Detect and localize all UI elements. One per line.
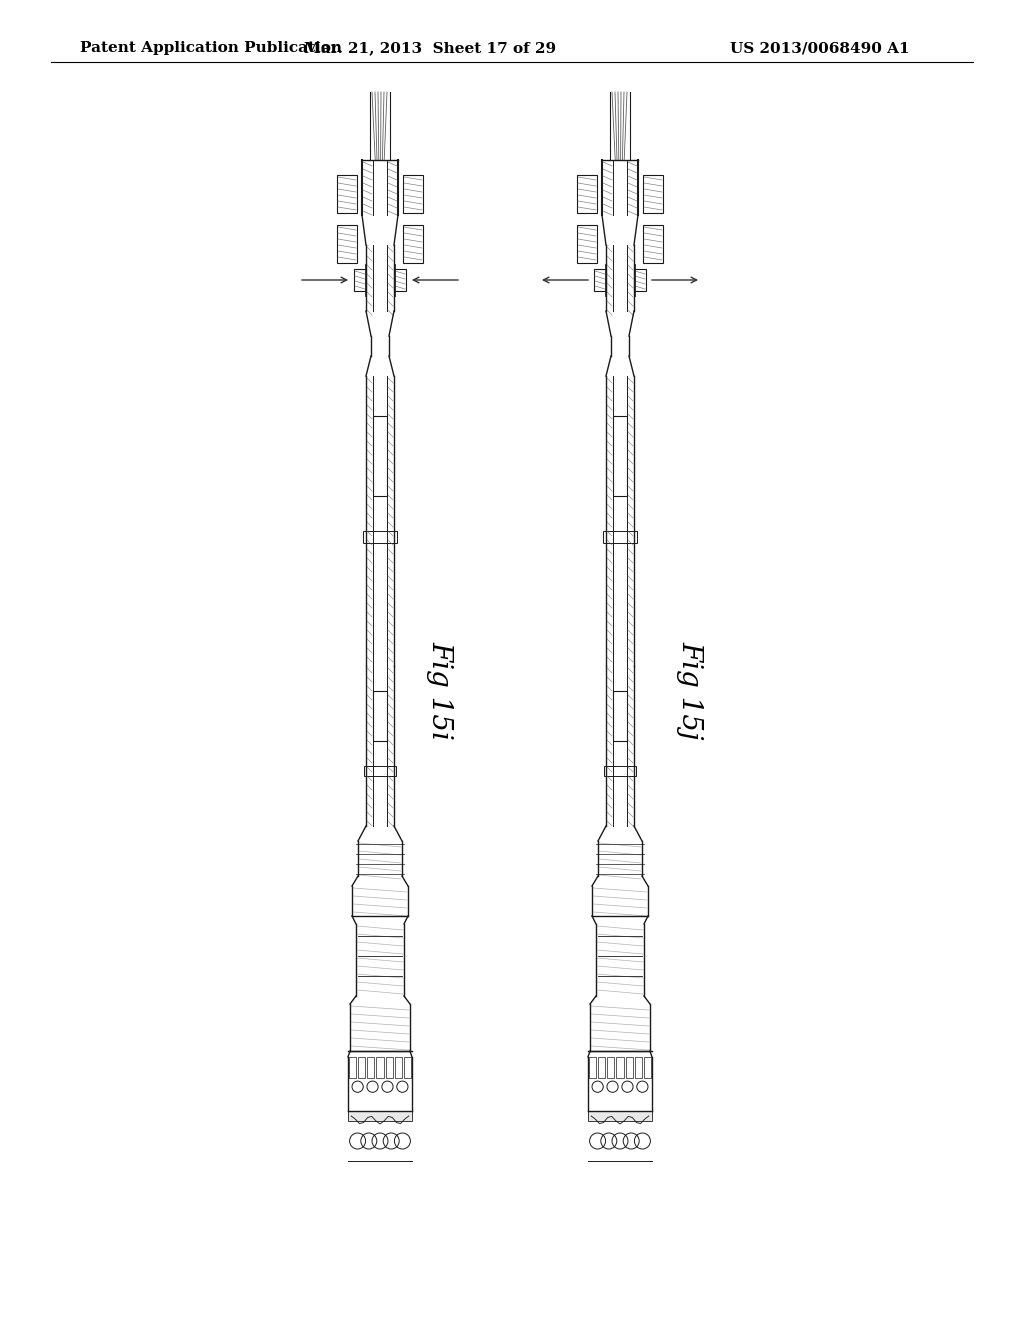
Bar [634, 269, 646, 290]
Bar [403, 224, 423, 263]
Bar [635, 1057, 642, 1078]
Bar [403, 1057, 411, 1078]
Bar [626, 1057, 633, 1078]
Bar [394, 1057, 401, 1078]
Bar [403, 176, 423, 213]
Bar [598, 1057, 605, 1078]
Bar [362, 531, 397, 543]
Bar [358, 1057, 366, 1078]
Bar [373, 416, 387, 496]
Bar [604, 766, 636, 776]
Text: Fig 15i: Fig 15i [427, 640, 454, 739]
Bar [607, 1057, 614, 1078]
Bar [394, 269, 406, 290]
Bar [368, 1057, 375, 1078]
Bar [588, 1111, 652, 1121]
Bar [349, 1057, 356, 1078]
Bar [354, 269, 366, 290]
Bar [577, 224, 597, 263]
Bar [643, 224, 663, 263]
Bar [348, 1111, 412, 1121]
Bar [603, 531, 637, 543]
Bar [577, 176, 597, 213]
Bar [364, 766, 396, 776]
Bar [616, 1057, 624, 1078]
Text: Fig 15j: Fig 15j [677, 640, 703, 739]
Bar [373, 690, 387, 741]
Text: US 2013/0068490 A1: US 2013/0068490 A1 [730, 41, 909, 55]
Bar [377, 1057, 384, 1078]
Text: Mar. 21, 2013  Sheet 17 of 29: Mar. 21, 2013 Sheet 17 of 29 [304, 41, 556, 55]
Bar [386, 1057, 393, 1078]
Bar [644, 1057, 651, 1078]
Bar [337, 224, 357, 263]
Text: Patent Application Publication: Patent Application Publication [80, 41, 342, 55]
Bar [643, 176, 663, 213]
Bar [613, 416, 627, 496]
Bar [594, 269, 606, 290]
Bar [613, 690, 627, 741]
Bar [589, 1057, 596, 1078]
Bar [337, 176, 357, 213]
